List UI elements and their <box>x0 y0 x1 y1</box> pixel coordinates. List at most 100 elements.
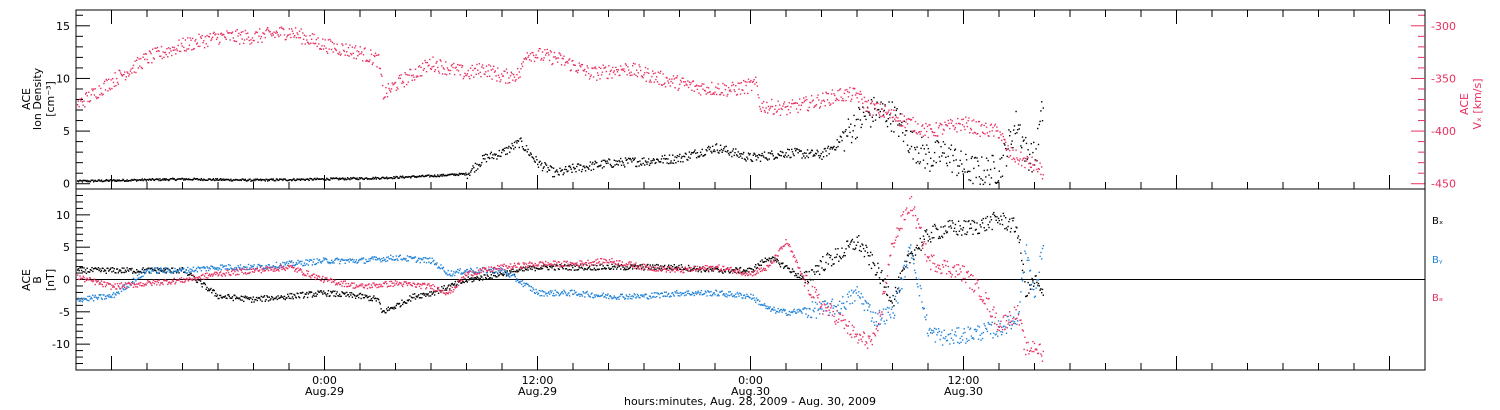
speed-point <box>732 84 735 86</box>
density-point <box>1000 176 1002 178</box>
speed-point <box>902 120 905 122</box>
speed-point <box>914 129 916 132</box>
b-point <box>136 271 139 273</box>
density-point <box>729 151 731 154</box>
speed-point <box>664 86 667 88</box>
speed-point <box>101 94 103 96</box>
b-point <box>431 293 433 295</box>
speed-point <box>106 79 108 82</box>
b-point <box>856 236 858 238</box>
speed-point <box>377 54 379 56</box>
b-point <box>350 259 353 261</box>
speed-point <box>578 62 580 64</box>
density-point <box>541 169 544 172</box>
speed-point <box>1002 135 1004 138</box>
density-point <box>116 180 118 182</box>
b-point <box>160 269 162 272</box>
speed-point <box>328 48 330 50</box>
speed-point <box>398 77 400 79</box>
speed-point <box>942 128 945 131</box>
speed-point <box>243 39 246 41</box>
density-point <box>261 178 263 181</box>
b-point <box>279 296 282 299</box>
b-point <box>965 233 968 236</box>
b-point <box>120 290 123 293</box>
b-point <box>963 328 965 330</box>
speed-point <box>834 99 837 102</box>
b-point <box>291 260 293 262</box>
b-point <box>421 258 424 261</box>
b-point <box>255 296 258 299</box>
speed-point <box>429 58 431 61</box>
b-point <box>152 269 154 272</box>
speed-point <box>268 31 270 33</box>
speed-point <box>96 97 99 99</box>
density-point <box>166 179 168 181</box>
b-point <box>597 268 600 271</box>
speed-point <box>699 85 701 87</box>
speed-point <box>354 47 356 49</box>
speed-point <box>616 69 618 71</box>
speed-point <box>917 123 919 125</box>
b-point <box>369 295 371 298</box>
b-point <box>400 305 402 307</box>
b-point <box>821 267 823 269</box>
b-point <box>260 295 262 298</box>
density-point <box>352 176 354 179</box>
speed-point <box>636 75 639 78</box>
b-point <box>850 241 852 243</box>
b-point <box>477 276 479 279</box>
speed-point <box>449 69 452 72</box>
density-point <box>983 169 985 172</box>
speed-point <box>214 34 216 36</box>
b-point <box>904 260 906 263</box>
b-point <box>114 293 116 295</box>
speed-point <box>610 69 612 71</box>
b-point <box>105 297 107 300</box>
b-point <box>231 296 234 298</box>
speed-point <box>854 87 856 90</box>
speed-point <box>1033 169 1035 171</box>
speed-point <box>909 118 911 120</box>
b-point <box>144 272 147 274</box>
speed-point <box>667 80 669 82</box>
b-point <box>203 282 206 285</box>
density-point <box>565 168 568 171</box>
speed-point <box>525 58 528 60</box>
b-point <box>328 295 330 297</box>
b-point <box>676 268 679 270</box>
b-point <box>822 269 825 271</box>
density-point <box>779 150 782 153</box>
density-point <box>399 175 401 178</box>
b-point <box>1036 281 1038 284</box>
b-point <box>128 270 130 272</box>
speed-point <box>905 121 907 123</box>
b-point <box>124 288 127 290</box>
density-point <box>552 167 555 169</box>
density-point <box>140 179 142 182</box>
speed-point <box>80 97 83 100</box>
b-point <box>657 264 659 266</box>
density-point <box>660 161 662 163</box>
density-point <box>736 155 739 157</box>
speed-point <box>174 49 176 51</box>
speed-point <box>104 80 106 83</box>
speed-point <box>100 92 103 94</box>
b-point <box>996 216 998 218</box>
b-point <box>629 266 631 268</box>
b-point <box>887 311 889 313</box>
density-point <box>849 131 851 134</box>
speed-point <box>930 128 932 130</box>
b-point <box>648 298 650 300</box>
speed-point <box>473 76 475 78</box>
b-point <box>165 272 167 274</box>
b-point <box>378 257 381 260</box>
b-point <box>787 267 789 269</box>
speed-point <box>1029 162 1031 164</box>
b-point <box>215 292 217 295</box>
speed-point <box>96 97 98 100</box>
speed-point <box>962 118 965 120</box>
b-point <box>382 260 384 262</box>
b-point <box>673 295 675 297</box>
density-point <box>457 174 460 177</box>
